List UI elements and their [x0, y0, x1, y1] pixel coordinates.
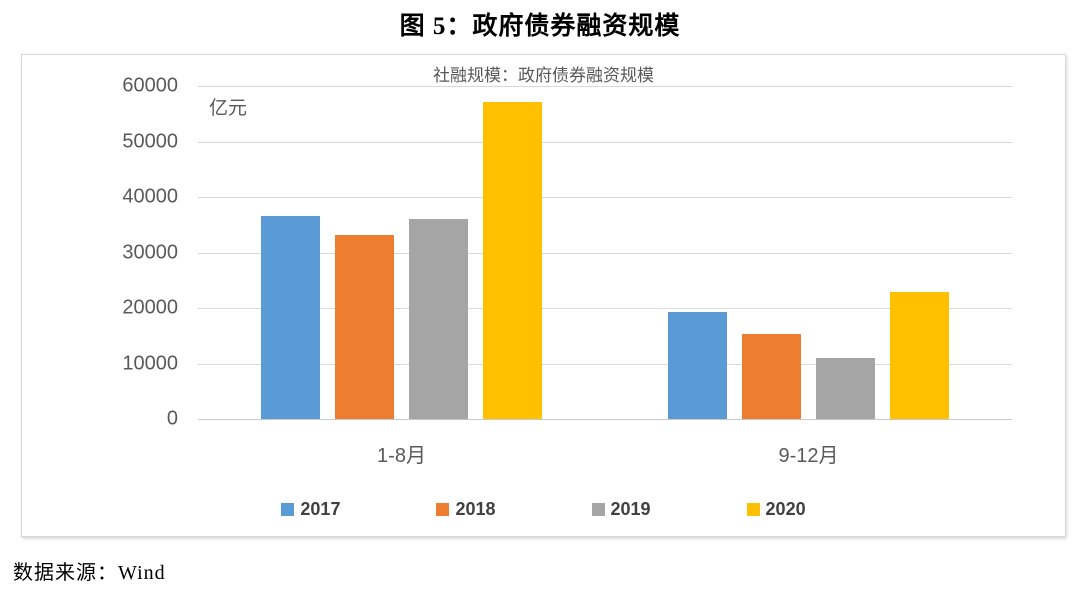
legend-swatch-icon	[591, 503, 605, 516]
bar-2019-9-12月	[816, 357, 875, 419]
gridline	[198, 197, 1012, 198]
bar-2018-9-12月	[742, 333, 801, 419]
gridline	[198, 141, 1012, 143]
data-source-caption: 数据来源：Wind	[13, 562, 166, 584]
bar-2020-1-8月	[483, 101, 542, 419]
x-axis-line	[198, 419, 1012, 420]
gridline	[198, 308, 1012, 309]
legend-swatch-icon	[436, 503, 450, 516]
x-category-label: 1-8月	[377, 445, 426, 467]
chart-title: 社融规模：政府债券融资规模	[433, 66, 654, 85]
y-axis-unit-label: 亿元	[209, 98, 248, 119]
chart-legend: 2017 2018 2019 2020	[22, 499, 1065, 520]
y-tick-label: 30000	[122, 241, 178, 263]
bar-2017-9-12月	[668, 312, 727, 419]
y-tick-label: 0	[166, 407, 178, 430]
x-category-label: 9-12月	[778, 445, 839, 467]
legend-label: 2017	[300, 499, 341, 519]
legend-item-2017: 2017	[281, 499, 340, 520]
y-tick-label: 20000	[122, 296, 178, 319]
gridline	[198, 252, 1012, 254]
legend-label: 2020	[765, 499, 806, 519]
y-tick-label: 60000	[122, 74, 178, 97]
y-tick-label: 40000	[122, 185, 178, 208]
bar-2019-1-8月	[409, 219, 468, 419]
bar-2017-1-8月	[261, 215, 320, 419]
gridline	[198, 86, 1012, 87]
legend-swatch-icon	[746, 503, 760, 516]
plot-area	[198, 86, 1012, 420]
figure-title: 图 5：政府债券融资规模	[399, 13, 681, 40]
legend-swatch-icon	[281, 503, 295, 516]
gridline	[198, 363, 1012, 365]
legend-item-2020: 2020	[746, 499, 806, 520]
legend-item-2019: 2019	[591, 499, 651, 520]
y-tick-label: 10000	[122, 352, 178, 374]
legend-label: 2018	[455, 499, 496, 519]
chart-container: 社融规模：政府债券融资规模 亿元 0 10000 20000 30000 40000 50…	[21, 54, 1066, 537]
legend-label: 2019	[610, 499, 651, 519]
y-tick-label: 50000	[122, 130, 178, 152]
y-axis-tick-labels: 0 10000 20000 30000 40000 50000 60000	[22, 75, 178, 430]
bar-2020-9-12月	[890, 291, 949, 419]
legend-item-2018: 2018	[436, 499, 496, 520]
bar-2018-1-8月	[335, 235, 394, 419]
